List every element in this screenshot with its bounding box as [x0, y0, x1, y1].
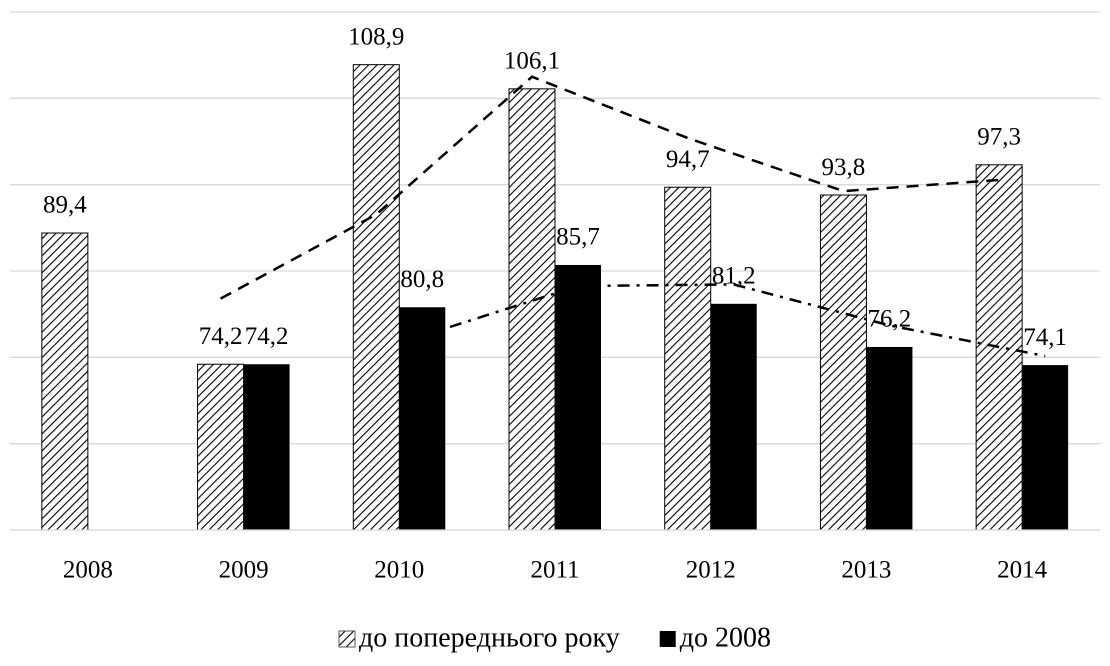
data-label: 85,7	[556, 224, 600, 251]
x-tick-label: 2010	[374, 557, 424, 584]
bar	[664, 186, 712, 531]
data-label: 74,2	[199, 323, 243, 350]
bar	[866, 346, 913, 530]
x-tick-label: 2009	[219, 557, 269, 584]
x-tick-label: 2014	[997, 557, 1048, 584]
legend-swatch	[659, 631, 676, 647]
x-tick-label: 2011	[530, 557, 579, 584]
bar	[710, 303, 757, 530]
trendline	[219, 75, 1000, 300]
bar	[819, 194, 867, 531]
data-label: 74,2	[245, 323, 289, 350]
data-label: 74,1	[1023, 324, 1067, 351]
bar	[555, 264, 601, 530]
bar	[352, 64, 400, 531]
bar	[197, 363, 245, 531]
legend-label: до 2008	[680, 622, 771, 653]
data-label: 94,7	[666, 146, 710, 173]
data-label: 106,1	[504, 48, 560, 75]
bar	[41, 232, 89, 531]
bar	[399, 307, 446, 530]
data-label: 80,8	[400, 266, 444, 293]
bar	[508, 88, 556, 531]
x-tick-label: 2008	[63, 557, 113, 584]
bar	[243, 364, 290, 530]
legend-label: до попереднього року	[359, 622, 620, 653]
x-tick-label: 2012	[686, 557, 736, 584]
bar	[1022, 365, 1069, 530]
data-label: 97,3	[977, 124, 1021, 151]
data-label: 89,4	[43, 192, 87, 219]
legend: до попереднього року до 2008	[338, 622, 771, 653]
data-label: 108,9	[348, 23, 404, 50]
data-label: 93,8	[822, 154, 866, 181]
trendline	[421, 283, 1046, 358]
legend-swatch	[338, 630, 356, 648]
x-tick-label: 2013	[841, 557, 891, 584]
bar	[975, 164, 1023, 531]
